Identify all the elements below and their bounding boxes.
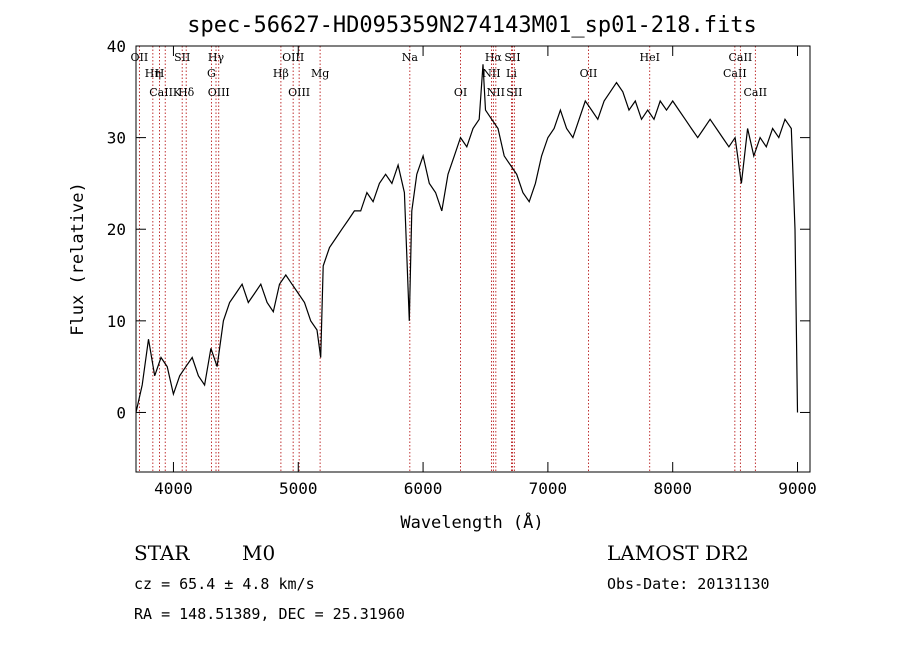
y-axis-ticks: 0 10 20 30 40 (107, 37, 810, 422)
y-tick-label: 40 (107, 37, 126, 56)
chart-title: spec-56627-HD095359N274143M01_sp01-218.f… (187, 13, 757, 38)
spectral-line-label: Na (402, 51, 419, 64)
redshift-readout: cz = 65.4 ± 4.8 km/s (134, 575, 315, 593)
y-axis-label: Flux (relative) (68, 182, 88, 336)
plot-frame (135, 45, 811, 473)
spectral-line-label: CaII (723, 67, 747, 80)
y-tick-label: 10 (107, 312, 126, 331)
spectral-line-label: NII (487, 86, 505, 99)
spectral-line-label: Hα (485, 51, 503, 64)
y-tick-label: 30 (107, 129, 126, 148)
x-tick-label: 4000 (154, 479, 193, 498)
spectral-line-label: HeI (640, 51, 660, 64)
spectral-line-label: Hη (145, 67, 161, 80)
spectral-line-label: Hβ (273, 67, 289, 80)
x-tick-label: 9000 (778, 479, 817, 498)
spectral-line-label: G (207, 67, 216, 80)
spectral-line-label: Hδ (178, 86, 195, 99)
x-tick-label: 8000 (653, 479, 692, 498)
spectral-line-label: Mg (311, 67, 329, 80)
x-tick-label: 5000 (279, 479, 318, 498)
y-tick-label: 0 (116, 403, 126, 422)
object-class: STAR (134, 541, 190, 565)
x-axis-ticks: 4000 5000 6000 7000 8000 9000 (154, 46, 817, 498)
object-subclass: M0 (242, 541, 275, 565)
spectral-line-label: SII (506, 86, 522, 99)
x-tick-label: 7000 (529, 479, 568, 498)
spectral-line-label: Li (506, 67, 517, 80)
survey-name: LAMOST DR2 (607, 541, 749, 565)
spectrum-series-line (135, 64, 799, 413)
spectral-line-label: OIII (282, 51, 304, 64)
spectral-line-label: CaII (743, 86, 767, 99)
spectral-line-label: OI (454, 86, 467, 99)
spectral-line-label: OIII (208, 86, 230, 99)
x-tick-label: 6000 (404, 479, 443, 498)
spectral-line-label: OII (580, 67, 598, 80)
spectral-line-label: CaIIK (149, 86, 182, 99)
coordinates-readout: RA = 148.51389, DEC = 25.31960 (134, 605, 405, 623)
spectral-line-label: SII (174, 51, 190, 64)
spectral-line-label: OII (131, 51, 149, 64)
observation-date: Obs-Date: 20131130 (607, 575, 770, 593)
spectral-line-markers: OIIHηHCaIIKSIIHδHγGOIIIOIIIHβOIIIMgNaOIH… (131, 46, 767, 472)
spectral-line-label: SII (504, 51, 520, 64)
spectral-line-label: H (155, 67, 165, 80)
spectral-line-label: Hγ (208, 51, 225, 64)
y-tick-label: 20 (107, 220, 126, 239)
x-axis-label: Wavelength (Å) (400, 511, 543, 533)
spectral-line-label: CaII (729, 51, 753, 64)
spectral-line-label: OIII (288, 86, 310, 99)
spectral-line-label: NII (482, 67, 500, 80)
